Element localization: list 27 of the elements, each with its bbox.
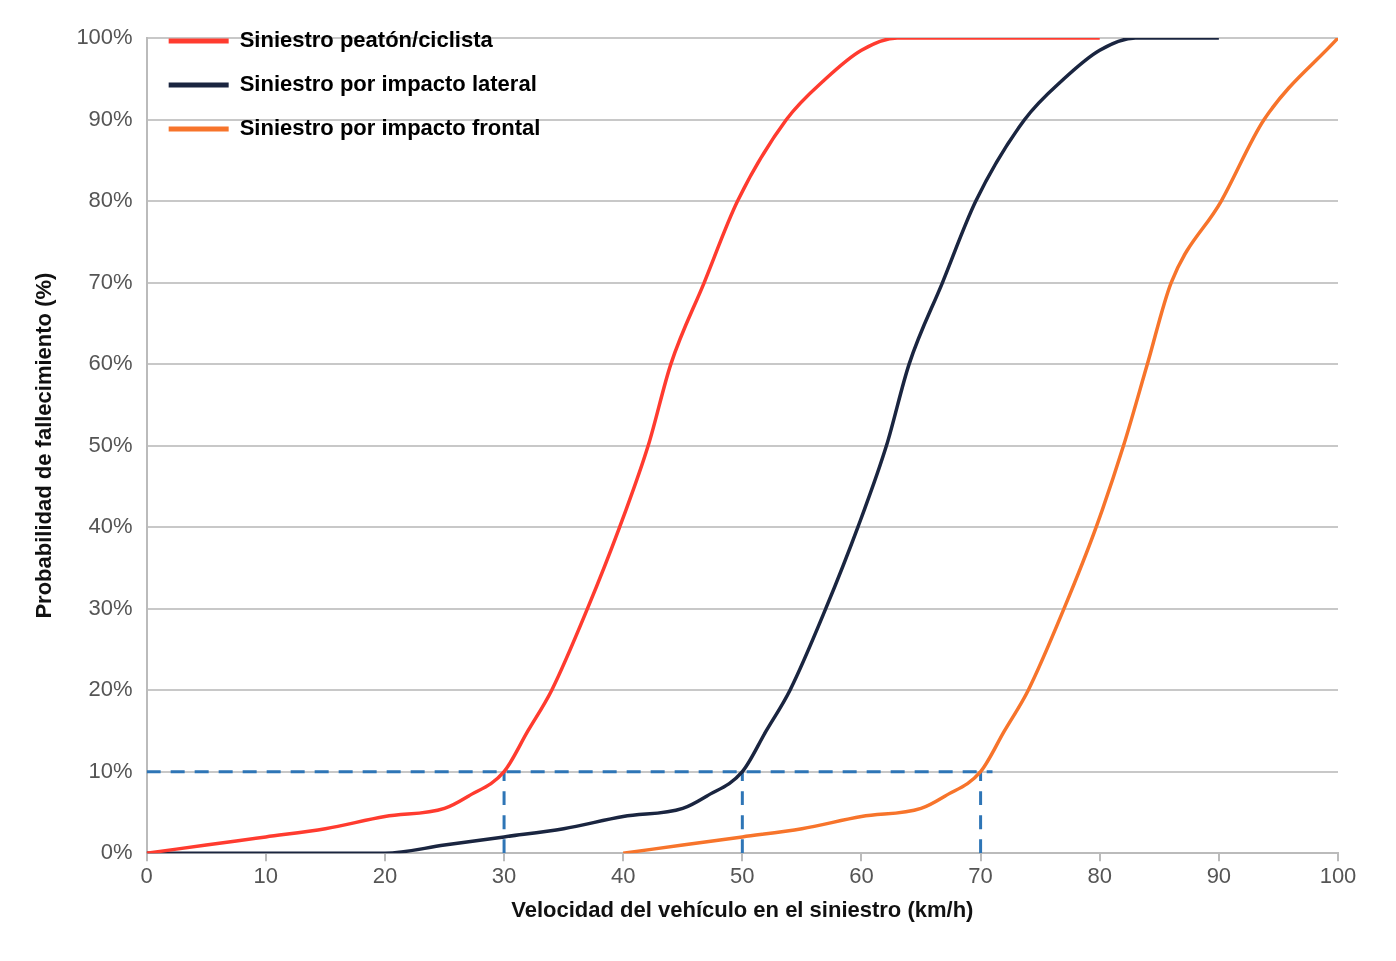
x-tick-label: 60: [849, 863, 874, 889]
y-tick-label: 70%: [88, 268, 133, 294]
x-tick-label: 40: [610, 863, 636, 889]
y-tick-label: 0%: [100, 839, 133, 865]
y-tick-label: 50%: [88, 431, 133, 457]
x-tick-label: 80: [1087, 863, 1112, 889]
legend-label: Siniestro peatón/ciclista: [239, 27, 494, 53]
x-axis-title: Velocidad del vehículo en el siniestro (km/h): [511, 896, 974, 922]
x-tick-label: 30: [491, 863, 517, 889]
x-tick-label: 100: [1319, 863, 1357, 889]
x-tick-label: 90: [1206, 863, 1232, 889]
x-tick-label: 70: [968, 863, 993, 889]
y-tick-label: 100%: [76, 24, 133, 50]
legend-label: Siniestro por impacto frontal: [239, 115, 541, 141]
legend-label: Siniestro por impacto lateral: [239, 71, 537, 97]
y-tick-label: 30%: [88, 594, 133, 620]
y-tick-label: 90%: [88, 105, 133, 131]
y-tick-label: 80%: [88, 187, 133, 213]
y-tick-label: 10%: [88, 757, 133, 783]
x-tick-label: 50: [730, 863, 755, 889]
x-tick-label: 0: [140, 863, 153, 889]
x-tick-label: 10: [253, 863, 279, 889]
y-tick-label: 40%: [88, 513, 133, 539]
y-axis-title: Probabilidad de fallecimiento (%): [31, 272, 57, 619]
x-tick-label: 20: [372, 863, 398, 889]
y-tick-label: 60%: [88, 350, 133, 376]
y-tick-label: 20%: [88, 676, 133, 702]
